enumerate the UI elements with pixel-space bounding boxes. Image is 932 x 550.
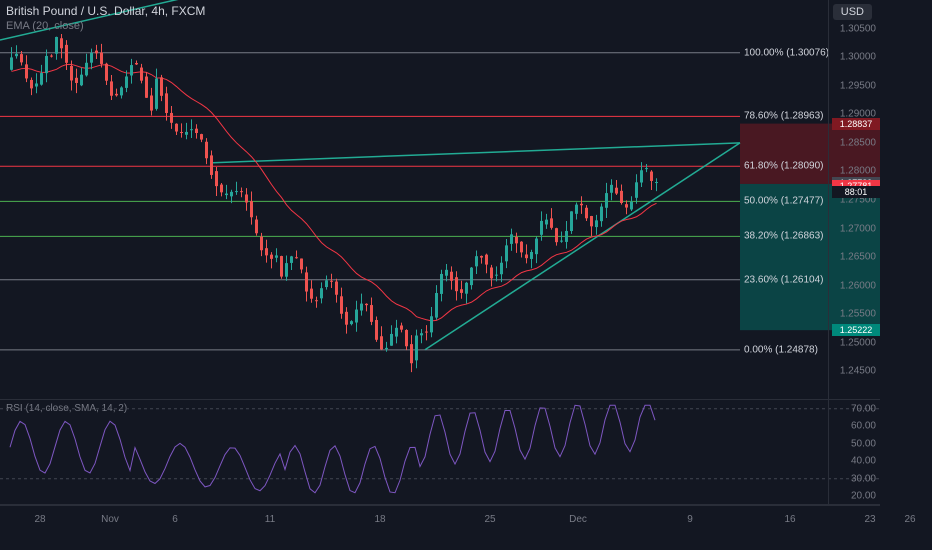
ema-line xyxy=(12,64,657,320)
rsi-tick: 20.00 xyxy=(851,491,876,502)
currency-badge[interactable]: USD xyxy=(833,4,872,20)
price-marker: 1.25222 xyxy=(832,324,880,336)
rsi-panel[interactable]: RSI (14, close, SMA, 14, 2) xyxy=(0,400,880,505)
candlestick-series xyxy=(10,34,658,372)
y-tick: 1.30000 xyxy=(840,52,876,63)
chart-container: British Pound / U.S. Dollar, 4h, FXCM EM… xyxy=(0,0,880,465)
y-tick: 1.25500 xyxy=(840,309,876,320)
rsi-line xyxy=(10,405,655,493)
x-tick: 6 xyxy=(172,514,178,525)
chart-header: British Pound / U.S. Dollar, 4h, FXCM EM… xyxy=(6,4,205,32)
rsi-tick: 50.00 xyxy=(851,438,876,449)
x-tick: 18 xyxy=(374,514,385,525)
y-tick: 1.27000 xyxy=(840,223,876,234)
rsi-y-axis[interactable]: 20.00 30.00 40.00 50.00 60.00 70.00 xyxy=(828,400,880,505)
rsi-svg xyxy=(0,400,880,505)
rsi-tick: 30.00 xyxy=(851,473,876,484)
rsi-tick: 40.00 xyxy=(851,456,876,467)
y-tick: 1.29500 xyxy=(840,80,876,91)
lower-trendline[interactable] xyxy=(425,143,740,350)
x-tick: 23 xyxy=(864,514,875,525)
y-tick: 1.26500 xyxy=(840,252,876,263)
fib-label: 61.80% (1.28090) xyxy=(744,161,824,172)
price-marker: 88:01 xyxy=(832,186,880,198)
x-tick: 26 xyxy=(904,514,915,525)
time-axis[interactable]: 28Nov6111825Dec9162326 xyxy=(0,505,880,550)
symbol-title: British Pound / U.S. Dollar, 4h, FXCM xyxy=(6,4,205,18)
y-tick: 1.28000 xyxy=(840,166,876,177)
x-tick: 9 xyxy=(687,514,693,525)
price-y-axis[interactable]: 1.24500 1.25000 1.25500 1.26000 1.26500 1.270… xyxy=(828,0,880,400)
fib-label: 23.60% (1.26104) xyxy=(744,274,824,285)
x-tick: 28 xyxy=(34,514,45,525)
y-tick: 1.25000 xyxy=(840,337,876,348)
fib-label: 100.00% (1.30076) xyxy=(744,47,829,58)
y-tick: 1.28500 xyxy=(840,137,876,148)
price-marker: 1.28837 xyxy=(832,118,880,130)
x-tick: Nov xyxy=(101,514,119,525)
rsi-tick: 70.00 xyxy=(851,403,876,414)
fib-label: 0.00% (1.24878) xyxy=(744,344,818,355)
x-tick: 11 xyxy=(265,514,275,525)
upper-trendline[interactable] xyxy=(210,143,740,163)
fib-label: 38.20% (1.26863) xyxy=(744,231,824,242)
y-tick: 1.30500 xyxy=(840,23,876,34)
ema-indicator-label: EMA (20, close) xyxy=(6,20,205,32)
x-tick: 16 xyxy=(784,514,795,525)
y-tick: 1.26000 xyxy=(840,280,876,291)
fib-label: 50.00% (1.27477) xyxy=(744,196,824,207)
x-tick: Dec xyxy=(569,514,587,525)
x-tick: 25 xyxy=(484,514,495,525)
y-tick: 1.24500 xyxy=(840,366,876,377)
price-panel[interactable]: 100.00% (1.30076) 78.60% (1.28963) 61.80% … xyxy=(0,0,880,400)
fib-label: 78.60% (1.28963) xyxy=(744,111,824,122)
rsi-tick: 60.00 xyxy=(851,421,876,432)
